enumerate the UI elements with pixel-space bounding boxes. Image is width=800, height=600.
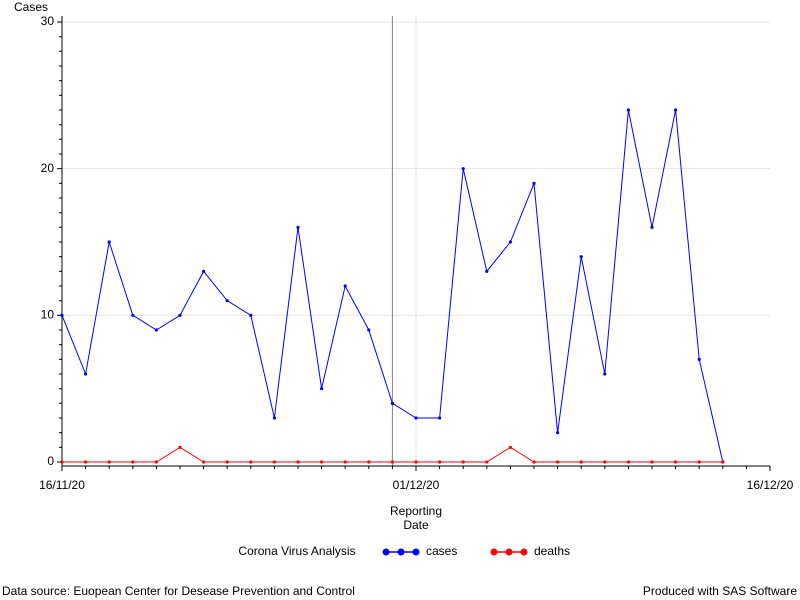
data-point [414, 416, 418, 420]
legend-marker [382, 548, 390, 556]
data-point [390, 460, 394, 464]
data-point [296, 460, 300, 464]
data-point [343, 284, 347, 288]
legend-label: cases [426, 544, 457, 558]
x-tick-label: 16/11/20 [39, 478, 85, 492]
data-point [626, 108, 631, 112]
data-point [107, 240, 111, 244]
legend-marker [397, 548, 405, 556]
data-point [438, 416, 442, 420]
data-point [508, 445, 512, 449]
data-point [272, 416, 276, 420]
data-point [674, 460, 678, 464]
data-point [579, 460, 583, 464]
data-point [202, 460, 206, 464]
data-point [721, 460, 725, 464]
data-point [107, 460, 111, 464]
data-point [60, 460, 64, 464]
data-point [367, 460, 371, 464]
data-point [461, 167, 465, 171]
legend-marker [490, 548, 498, 556]
data-point [225, 299, 229, 303]
x-tick-label: 01/12/20 [393, 478, 440, 492]
data-point [178, 313, 182, 317]
data-point [296, 225, 300, 229]
x-tick-label: 16/12/20 [747, 478, 794, 492]
data-point [131, 313, 135, 317]
data-point [343, 460, 347, 464]
data-point [225, 460, 229, 464]
y-axis-label: Cases [14, 0, 48, 14]
footnote: Produced with SAS Software [643, 584, 797, 598]
data-point [249, 313, 253, 317]
data-point [650, 460, 654, 464]
data-point [154, 460, 158, 464]
data-point [178, 445, 182, 449]
data-point [414, 460, 418, 464]
data-point [697, 357, 701, 361]
data-point [249, 460, 253, 464]
data-point [202, 269, 206, 273]
data-point [60, 313, 64, 317]
data-point [532, 181, 536, 185]
data-point [626, 460, 631, 464]
data-point [556, 431, 560, 435]
y-tick-label: 20 [41, 161, 55, 175]
data-point [131, 460, 135, 464]
data-point [556, 460, 560, 464]
data-point [272, 460, 276, 464]
legend-label: deaths [534, 544, 570, 558]
data-point [650, 225, 654, 229]
data-point [697, 460, 701, 464]
data-point [674, 108, 678, 112]
data-point [390, 401, 394, 405]
legend-marker [520, 548, 528, 556]
data-point [603, 460, 607, 464]
data-point [320, 387, 324, 391]
data-point [461, 460, 465, 464]
data-point [532, 460, 536, 464]
data-point [367, 328, 371, 332]
data-point [485, 269, 489, 273]
legend-title: Corona Virus Analysis [238, 544, 355, 558]
legend-marker [412, 548, 420, 556]
data-point [84, 372, 88, 376]
data-point [603, 372, 607, 376]
x-axis-label: Reporting Date [389, 504, 443, 532]
data-point [154, 328, 158, 332]
y-tick-label: 0 [47, 454, 54, 468]
data-point [320, 460, 324, 464]
y-tick-label: 30 [41, 14, 55, 28]
legend-marker [505, 548, 513, 556]
data-point [508, 240, 512, 244]
data-point [579, 255, 583, 259]
footnote: Data source: Euopean Center for Desease … [2, 584, 355, 598]
data-point [84, 460, 88, 464]
data-point [485, 460, 489, 464]
data-point [438, 460, 442, 464]
y-tick-label: 10 [41, 308, 55, 322]
